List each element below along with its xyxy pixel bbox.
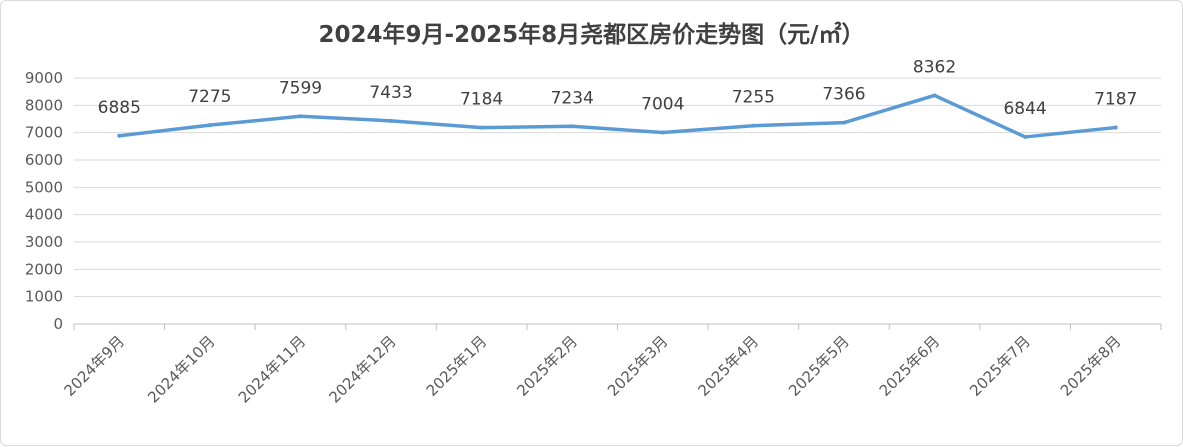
y-tick-label: 0 <box>53 315 63 333</box>
x-tick-label: 2025年7月 <box>966 332 1034 400</box>
y-tick-label: 7000 <box>25 124 63 142</box>
data-point <box>1113 125 1118 130</box>
series-line <box>117 93 1118 139</box>
x-tick-label: 2025年1月 <box>423 332 491 400</box>
data-point <box>389 118 394 123</box>
y-tick-label: 9000 <box>25 69 63 87</box>
data-label: 7275 <box>188 87 231 107</box>
x-tick-label: 2025年4月 <box>695 332 763 400</box>
data-point <box>479 125 484 130</box>
y-tick-label: 8000 <box>25 96 63 114</box>
data-point <box>1023 134 1028 139</box>
data-point <box>570 124 575 129</box>
data-label: 6844 <box>1003 99 1046 119</box>
y-tick-label: 6000 <box>25 151 63 169</box>
data-label: 8362 <box>913 57 956 77</box>
y-tick-label: 1000 <box>25 288 63 306</box>
data-label: 7184 <box>460 90 503 110</box>
x-tick-label: 2025年6月 <box>876 332 944 400</box>
x-tick-label: 2025年5月 <box>785 332 853 400</box>
data-point <box>932 93 937 98</box>
data-label: 7255 <box>732 88 775 108</box>
chart-title: 2024年9月-2025年8月尧都区房价走势图（元/㎡） <box>318 22 865 48</box>
data-point <box>117 133 122 138</box>
data-label: 7599 <box>279 78 322 98</box>
data-label: 7433 <box>369 83 412 103</box>
data-label: 7187 <box>1094 90 1137 110</box>
data-label: 7234 <box>551 88 594 108</box>
x-tick-label: 2024年9月 <box>60 332 128 400</box>
data-point <box>207 123 212 128</box>
y-tick-label: 4000 <box>25 206 63 224</box>
data-label: 7004 <box>641 95 684 115</box>
data-point <box>298 114 303 119</box>
y-tick-label: 5000 <box>25 178 63 196</box>
data-point <box>751 123 756 128</box>
data-label: 7366 <box>822 85 865 105</box>
x-tick-label: 2024年12月 <box>325 332 399 406</box>
y-tick-label: 2000 <box>25 260 63 278</box>
data-label: 6885 <box>98 98 141 118</box>
x-tick-label: 2024年10月 <box>144 332 218 406</box>
y-tick-label: 3000 <box>25 233 63 251</box>
data-point <box>660 130 665 135</box>
x-tick-label: 2025年3月 <box>604 332 672 400</box>
data-point <box>841 120 846 125</box>
x-tick-label: 2024年11月 <box>235 332 309 406</box>
x-tick-label: 2025年2月 <box>513 332 581 400</box>
x-tick-label: 2025年8月 <box>1057 332 1125 400</box>
